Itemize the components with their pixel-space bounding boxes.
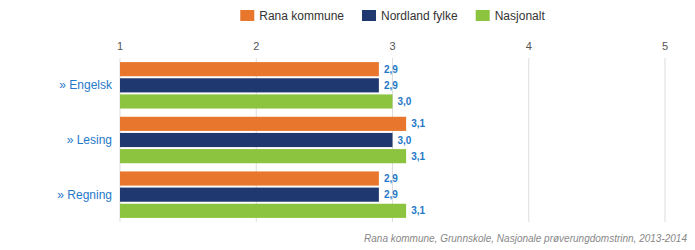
tick-label: 5 [662, 40, 668, 52]
grid [120, 58, 665, 222]
bar [120, 149, 406, 163]
footnote: Rana kommune, Grunnskole, Nasjonale prøv… [364, 233, 687, 244]
bar [120, 94, 393, 108]
legend-label: Rana kommune [259, 9, 344, 23]
data-label: 2,9 [384, 80, 398, 91]
category-label: » Engelsk [59, 78, 113, 92]
data-label: 3,0 [398, 135, 412, 146]
legend-label: Nordland fylke [381, 9, 458, 23]
bar [120, 133, 393, 147]
data-label: 2,9 [384, 189, 398, 200]
bar [120, 78, 379, 92]
bar [120, 62, 379, 76]
data-label: 2,9 [384, 173, 398, 184]
bar [120, 117, 406, 131]
data-label: 3,0 [398, 96, 412, 107]
bars [120, 62, 406, 218]
grid-line [528, 58, 529, 222]
tick-label: 1 [117, 40, 123, 52]
category-label: » Lesing [67, 133, 112, 147]
tick-label: 3 [389, 40, 395, 52]
tick-label: 2 [253, 40, 259, 52]
data-label: 2,9 [384, 64, 398, 75]
grid-line [665, 58, 666, 222]
category-label: » Regning [57, 188, 112, 202]
bar [120, 188, 379, 202]
data-label: 3,1 [411, 151, 425, 162]
bar [120, 204, 406, 218]
bar [120, 171, 379, 185]
labels: 2,92,93,0» Engelsk3,13,03,1» Lesing2,92,… [57, 64, 425, 217]
legend-label: Nasjonalt [495, 9, 546, 23]
data-label: 3,1 [411, 118, 425, 129]
legend-swatch [362, 10, 376, 21]
tick-label: 4 [526, 40, 532, 52]
chart: 123452,92,93,0» Engelsk3,13,03,1» Lesing… [0, 0, 695, 250]
data-label: 3,1 [411, 205, 425, 216]
legend-item: Nasjonalt [476, 9, 546, 23]
legend-item: Nordland fylke [362, 9, 458, 23]
legend-swatch [476, 10, 490, 21]
legend-swatch [240, 10, 254, 21]
legend: Rana kommune Nordland fylke Nasjonalt [240, 9, 545, 23]
legend-item: Rana kommune [240, 9, 344, 23]
